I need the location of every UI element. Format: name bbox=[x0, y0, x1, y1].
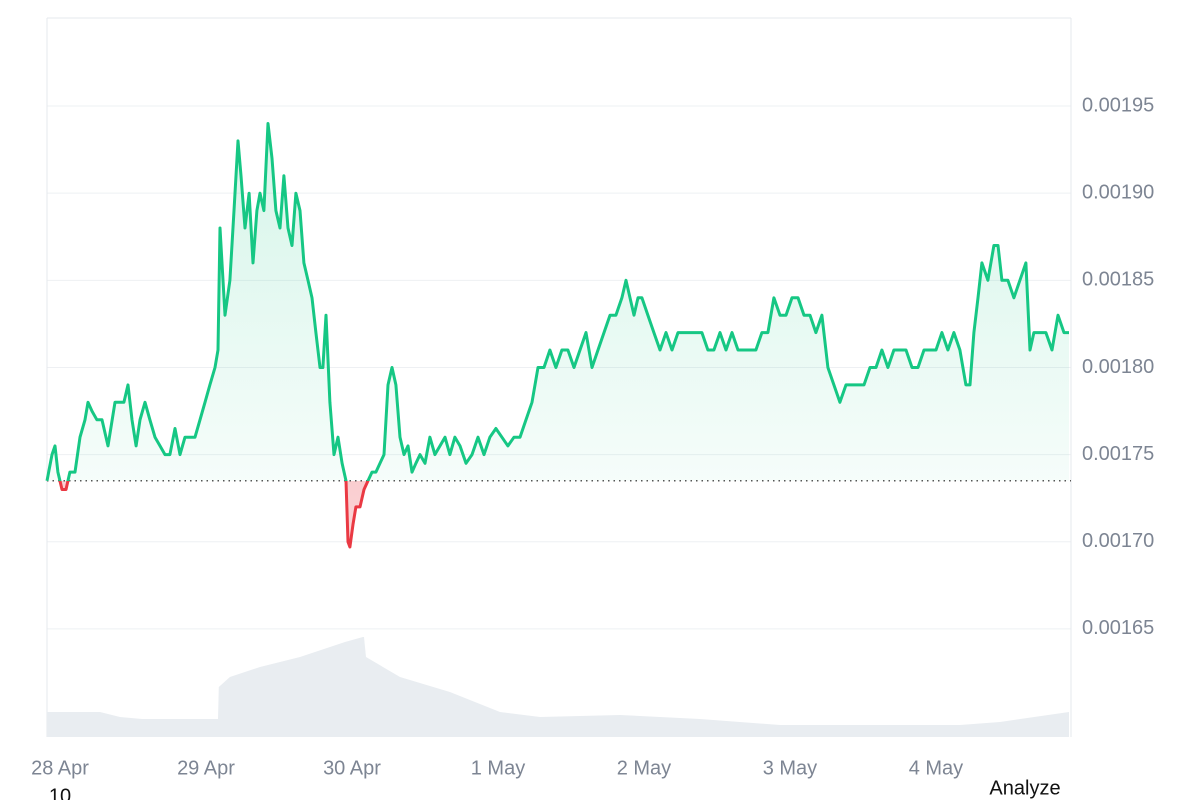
y-tick-label: 0.00175 bbox=[1082, 443, 1154, 465]
ticks: 0.00165 0.00170 0.00175 0.00180 0.00185 0.001… bbox=[31, 94, 1154, 779]
y-tick-label: 0.00170 bbox=[1082, 530, 1154, 552]
x-tick-label: 1 May bbox=[471, 757, 525, 779]
y-tick-label: 0.00165 bbox=[1082, 617, 1154, 639]
x-tick-label: 28 Apr bbox=[31, 757, 89, 779]
price-line bbox=[45, 122, 1069, 549]
x-tick-label: 30 Apr bbox=[323, 757, 381, 779]
x-tick-label: 2 May bbox=[617, 757, 671, 779]
analyze-button[interactable]: Analyze bbox=[989, 777, 1060, 799]
x-tick-label: 29 Apr bbox=[177, 757, 235, 779]
price bbox=[45, 122, 1071, 549]
footer-text: 10 bbox=[49, 785, 71, 800]
x-tick-label: 4 May bbox=[909, 757, 963, 779]
y-tick-label: 0.00195 bbox=[1082, 94, 1154, 116]
volume bbox=[47, 637, 1069, 737]
price-area bbox=[47, 123, 1069, 547]
y-tick-label: 0.00185 bbox=[1082, 269, 1154, 291]
y-tick-label: 0.00180 bbox=[1082, 356, 1154, 378]
y-tick-label: 0.00190 bbox=[1082, 181, 1154, 203]
volume-area bbox=[47, 637, 1069, 737]
x-tick-label: 3 May bbox=[763, 757, 817, 779]
